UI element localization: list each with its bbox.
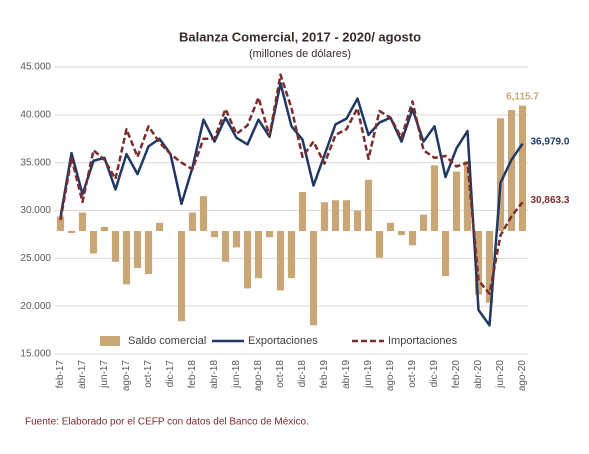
bar (408, 231, 417, 246)
bar (243, 231, 252, 289)
x-tick-label: ago-17 (121, 360, 132, 392)
x-tick-label: oct-19 (407, 360, 418, 388)
bar (485, 231, 494, 303)
bar (309, 231, 318, 326)
bar (232, 231, 241, 248)
x-tick-label: ago-19 (385, 360, 396, 392)
x-tick-label: jun-17 (99, 360, 110, 389)
bar (144, 231, 153, 275)
labels: 15.000 20.000 25.000 30.000 35.000 40.000 45.0… (20, 62, 569, 392)
bar (386, 222, 395, 231)
y-tick-label: 15.000 (20, 349, 51, 360)
y-tick-label: 35.000 (20, 157, 51, 168)
bar (298, 192, 307, 231)
bar (463, 161, 472, 231)
legend-label: Saldo comercial (128, 335, 206, 347)
data-label: 30,863.3 (531, 195, 570, 206)
y-tick-label: 45.000 (20, 62, 51, 73)
bar (452, 171, 461, 231)
bar (518, 105, 527, 231)
bar (287, 231, 296, 279)
bars (56, 105, 527, 326)
y-tick-label: 25.000 (20, 253, 51, 264)
legend-label: Importaciones (388, 335, 458, 347)
bar (254, 231, 263, 279)
series-line (59, 73, 524, 295)
bar (419, 214, 428, 231)
x-tick-label: ago-20 (517, 360, 528, 392)
bar (122, 231, 131, 285)
chart-subtitle: (millones de dólares) (249, 48, 351, 60)
source-note: Fuente: Elaborado por el CEFP con datos … (25, 417, 309, 428)
bar (331, 200, 340, 231)
bar (89, 231, 98, 254)
bar (199, 196, 208, 231)
bar (507, 110, 516, 231)
legend-label: Exportaciones (248, 335, 318, 347)
x-tick-label: oct-17 (143, 360, 154, 388)
data-label: 36,979.0 (531, 136, 570, 147)
bar (177, 231, 186, 322)
x-tick-label: abr-18 (209, 360, 220, 389)
lines (59, 73, 524, 327)
bar (496, 118, 505, 231)
bar (111, 231, 120, 262)
x-tick-label: feb-20 (451, 360, 462, 389)
bar (441, 231, 450, 277)
bar (375, 231, 384, 258)
y-tick-label: 30.000 (20, 205, 51, 216)
x-tick-label: jun-19 (363, 360, 374, 389)
y-tick-label: 40.000 (20, 109, 51, 120)
bar (67, 231, 76, 234)
bar (188, 212, 197, 231)
bar (276, 231, 285, 291)
x-tick-label: dic-19 (429, 360, 440, 388)
y-tick-label: 20.000 (20, 301, 51, 312)
bar (133, 231, 142, 268)
bar (430, 165, 439, 231)
bar (364, 179, 373, 231)
bar (474, 231, 483, 295)
x-tick-label: dic-18 (297, 360, 308, 388)
x-tick-label: oct-18 (275, 360, 286, 388)
bar (155, 222, 164, 231)
bar (56, 216, 65, 231)
bar (397, 231, 406, 236)
x-tick-label: feb-19 (319, 360, 330, 389)
x-tick-label: jun-20 (495, 360, 506, 389)
bar (342, 200, 351, 231)
data-label: 6,115.7 (506, 91, 539, 102)
series-line (59, 82, 524, 327)
legend-swatch (100, 336, 120, 346)
x-tick-label: jun-18 (231, 360, 242, 389)
bar (100, 226, 109, 231)
x-tick-label: feb-18 (187, 360, 198, 389)
bar (221, 231, 230, 262)
x-tick-label: abr-17 (77, 360, 88, 389)
x-tick-label: ago-18 (253, 360, 264, 392)
bar (78, 212, 87, 231)
chart-title: Balanza Comercial, 2017 - 2020/ agosto (179, 29, 421, 44)
bar (353, 210, 362, 231)
x-tick-label: dic-17 (165, 360, 176, 388)
bar (320, 202, 329, 231)
bar (265, 231, 274, 238)
bar (210, 231, 219, 238)
x-tick-label: abr-19 (341, 360, 352, 389)
x-tick-label: feb-17 (55, 360, 66, 389)
x-tick-label: abr-20 (473, 360, 484, 389)
